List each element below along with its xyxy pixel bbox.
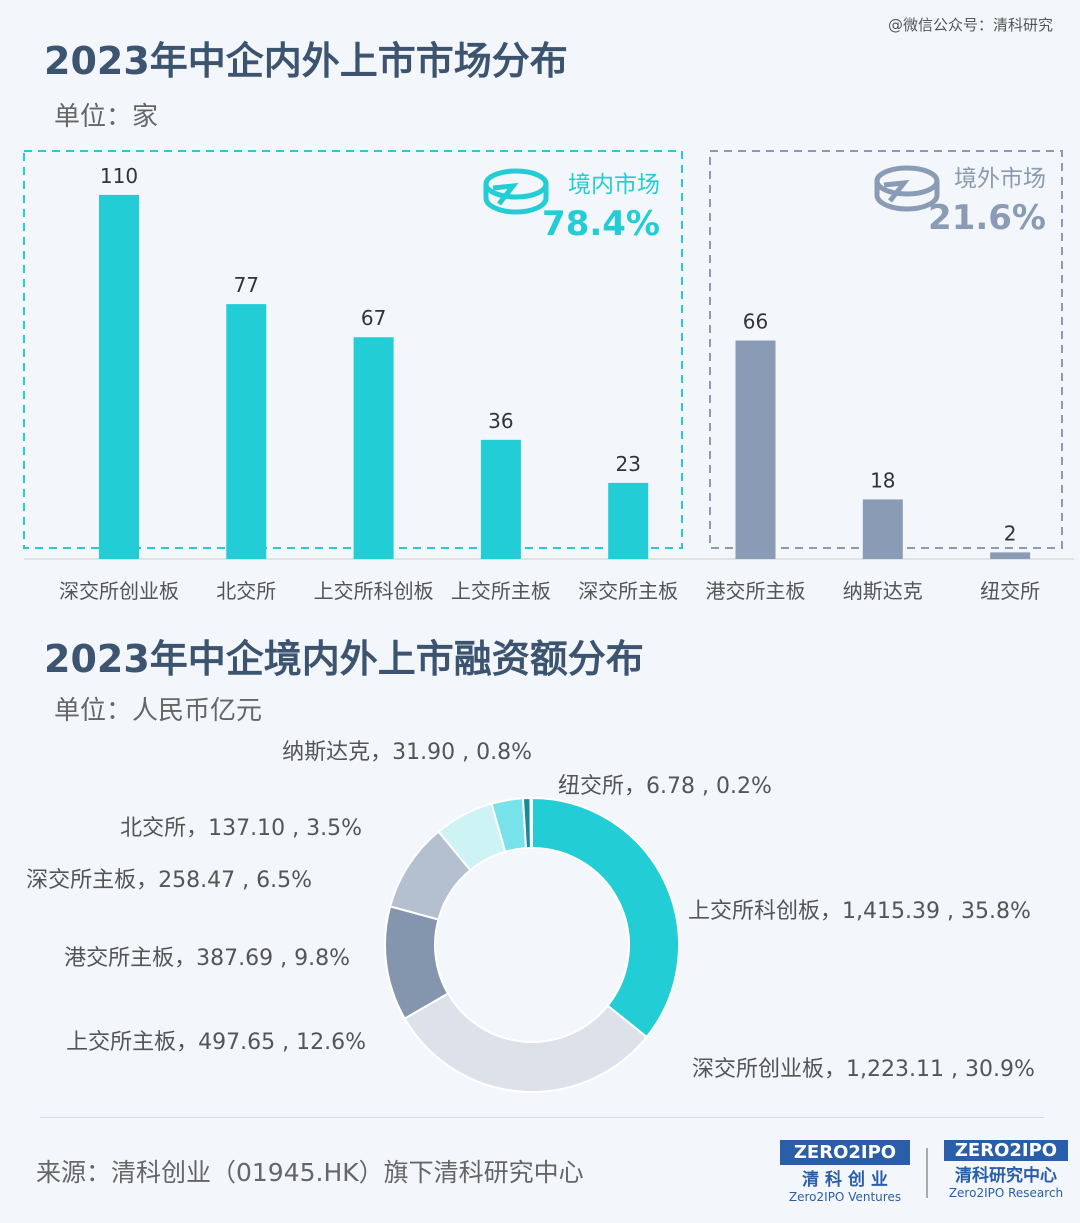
- donut-slice: [403, 992, 649, 1093]
- donut-label: 纽交所，6.78 , 0.2%: [558, 774, 772, 799]
- donut-label: 上交所科创板，1,415.39 , 35.8%: [688, 899, 1031, 924]
- bar: [480, 439, 521, 559]
- slice-value: 258.47: [158, 868, 235, 893]
- source-text: 来源：清科创业（01945.HK）旗下清科研究中心: [36, 1158, 584, 1187]
- slice-value: 497.65: [198, 1030, 275, 1055]
- domestic-pct: 78.4%: [542, 204, 660, 244]
- domestic-box: [23, 150, 683, 549]
- slice-pct: 30.9%: [965, 1057, 1035, 1082]
- donut-label: 纳斯达克，31.90 , 0.8%: [282, 740, 532, 765]
- bar: [608, 482, 649, 559]
- watermark: @微信公众号：清科研究: [888, 16, 1054, 34]
- x-tick-label: 北交所: [216, 579, 276, 603]
- slice-pct: 9.8%: [294, 946, 350, 971]
- slice-name: 纽交所: [558, 774, 624, 799]
- bar-value-label: 110: [100, 164, 138, 188]
- bar: [735, 340, 776, 559]
- donut-slice: [529, 796, 533, 850]
- domestic-label: 境内市场: [568, 172, 660, 198]
- bar-chart: 境内市场 78.4% 境外市场 21.6% 110 深交所创业板 77 北交所 67 上交…: [23, 150, 1074, 603]
- chart2-unit: 单位：人民币亿元: [54, 696, 263, 726]
- slice-value: 1,415.39: [842, 899, 940, 924]
- zero2ipo-ventures-logo: ZERO2IPO 清 科 创 业 Zero2IPO Ventures: [780, 1140, 910, 1204]
- chart1-unit: 单位：家: [54, 102, 159, 132]
- bar-value-label: 67: [361, 306, 386, 330]
- donut-label: 港交所主板，387.69 , 9.8%: [64, 946, 350, 971]
- slice-value: 137.10: [208, 816, 285, 841]
- bar-value-label: 18: [870, 468, 895, 492]
- x-tick-label: 纳斯达克: [843, 579, 923, 603]
- slice-name: 纳斯达克: [282, 740, 370, 765]
- slice-pct: 35.8%: [961, 899, 1031, 924]
- slice-value: 387.69: [196, 946, 273, 971]
- bar: [99, 194, 139, 559]
- x-tick-label: 上交所主板: [451, 579, 551, 603]
- chart2-title: 2023年中企境内外上市融资额分布: [44, 637, 644, 681]
- x-tick-label: 港交所主板: [706, 579, 806, 603]
- slice-value: 6.78: [646, 774, 695, 799]
- overseas-label: 境外市场: [954, 166, 1046, 192]
- slice-pct: 3.5%: [306, 816, 362, 841]
- slice-pct: 12.6%: [296, 1030, 366, 1055]
- bar-value-label: 2: [1004, 521, 1017, 545]
- slice-name: 北交所: [120, 816, 186, 841]
- slice-name: 上交所主板: [66, 1030, 176, 1055]
- overseas-pct: 21.6%: [928, 198, 1046, 238]
- x-tick-label: 深交所创业板: [59, 579, 179, 603]
- bar: [226, 304, 267, 559]
- logo-divider: [926, 1148, 928, 1198]
- x-tick-label: 纽交所: [980, 579, 1040, 603]
- bar-value-label: 77: [234, 273, 259, 297]
- slice-value: 31.90: [392, 740, 455, 765]
- slice-pct: 6.5%: [256, 868, 312, 893]
- slice-pct: 0.8%: [476, 740, 532, 765]
- donut-chart: 上交所科创板，1,415.39 , 35.8% 深交所创业板，1,223.11 ,…: [26, 740, 1035, 1093]
- slice-pct: 0.2%: [716, 774, 772, 799]
- slice-name: 深交所创业板: [692, 1057, 824, 1082]
- bar: [990, 552, 1031, 559]
- bar-value-label: 66: [743, 310, 768, 334]
- slice-name: 港交所主板: [64, 946, 174, 971]
- bar-value-label: 36: [488, 409, 513, 433]
- donut-label: 深交所主板，258.47 , 6.5%: [26, 868, 312, 893]
- zero2ipo-research-logo: ZERO2IPO 清科研究中心 Zero2IPO Research: [944, 1140, 1068, 1200]
- donut-label: 深交所创业板，1,223.11 , 30.9%: [692, 1057, 1035, 1082]
- bar-value-label: 23: [615, 452, 640, 476]
- divider: [40, 1117, 1044, 1118]
- donut-slice: [531, 796, 680, 1039]
- domestic-pie-icon: [483, 168, 549, 215]
- bar: [862, 499, 903, 559]
- bar: [353, 337, 394, 559]
- slice-name: 深交所主板: [26, 868, 136, 893]
- donut-label: 上交所主板，497.65 , 12.6%: [66, 1030, 366, 1055]
- slice-name: 上交所科创板: [688, 899, 820, 924]
- x-tick-label: 上交所科创板: [314, 579, 434, 603]
- slice-value: 1,223.11: [846, 1057, 944, 1082]
- donut-label: 北交所，137.10 , 3.5%: [120, 816, 362, 841]
- chart1-title: 2023年中企内外上市市场分布: [44, 39, 568, 83]
- x-tick-label: 深交所主板: [578, 579, 678, 603]
- overseas-pie-icon: [874, 165, 940, 212]
